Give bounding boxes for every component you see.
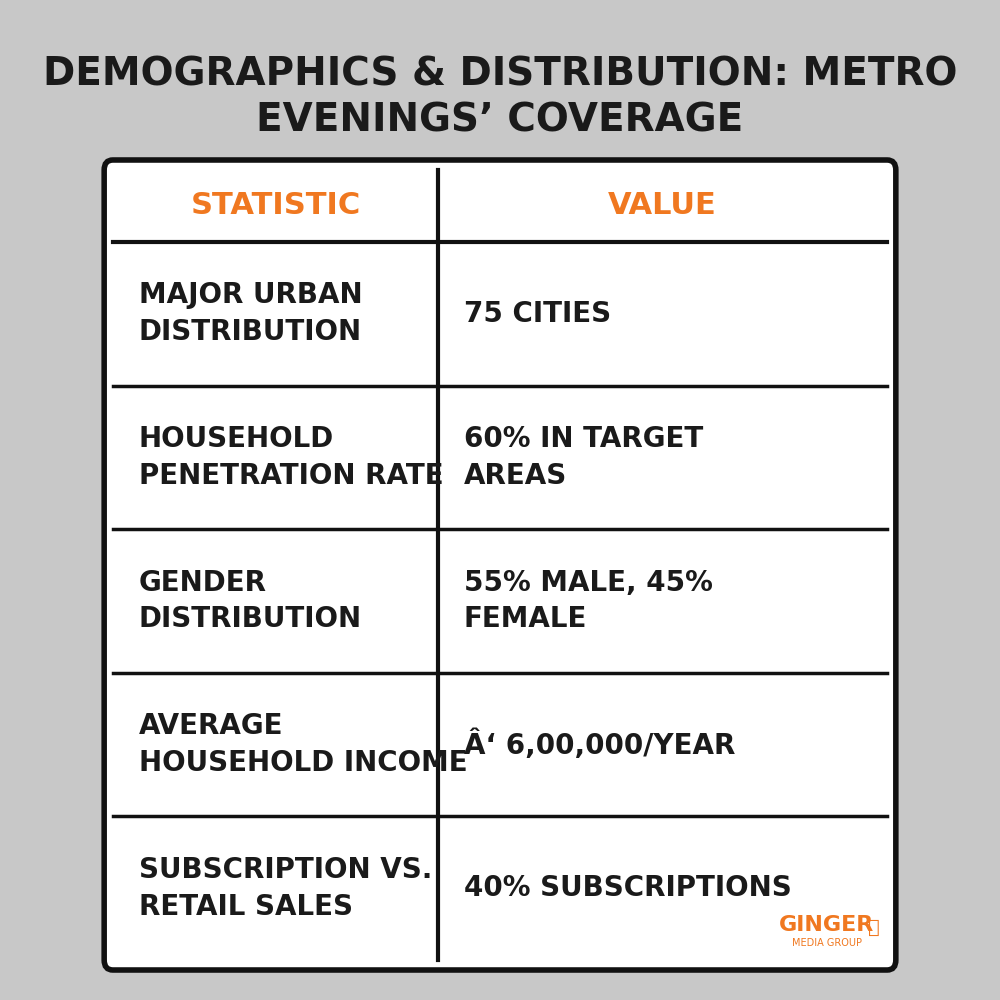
Text: MAJOR URBAN
DISTRIBUTION: MAJOR URBAN DISTRIBUTION bbox=[139, 281, 362, 346]
Text: 55% MALE, 45%
FEMALE: 55% MALE, 45% FEMALE bbox=[464, 569, 713, 633]
Text: GENDER
DISTRIBUTION: GENDER DISTRIBUTION bbox=[139, 569, 362, 633]
FancyBboxPatch shape bbox=[104, 160, 896, 970]
Text: SUBSCRIPTION VS.
RETAIL SALES: SUBSCRIPTION VS. RETAIL SALES bbox=[139, 856, 432, 921]
Text: 40% SUBSCRIPTIONS: 40% SUBSCRIPTIONS bbox=[464, 874, 792, 902]
Text: VALUE: VALUE bbox=[608, 192, 717, 221]
Text: Â‘ 6,00,000/YEAR: Â‘ 6,00,000/YEAR bbox=[464, 729, 735, 760]
Text: DEMOGRAPHICS & DISTRIBUTION: METRO
EVENINGS’ COVERAGE: DEMOGRAPHICS & DISTRIBUTION: METRO EVENI… bbox=[43, 55, 957, 140]
Text: MEDIA GROUP: MEDIA GROUP bbox=[792, 938, 862, 948]
Text: HOUSEHOLD
PENETRATION RATE: HOUSEHOLD PENETRATION RATE bbox=[139, 425, 443, 490]
Text: 60% IN TARGET
AREAS: 60% IN TARGET AREAS bbox=[464, 425, 703, 490]
Text: 📶: 📶 bbox=[868, 918, 880, 936]
Text: AVERAGE
HOUSEHOLD INCOME: AVERAGE HOUSEHOLD INCOME bbox=[139, 712, 467, 777]
Text: GINGER: GINGER bbox=[779, 915, 875, 935]
Text: 75 CITIES: 75 CITIES bbox=[464, 300, 611, 328]
Text: STATISTIC: STATISTIC bbox=[190, 192, 361, 221]
